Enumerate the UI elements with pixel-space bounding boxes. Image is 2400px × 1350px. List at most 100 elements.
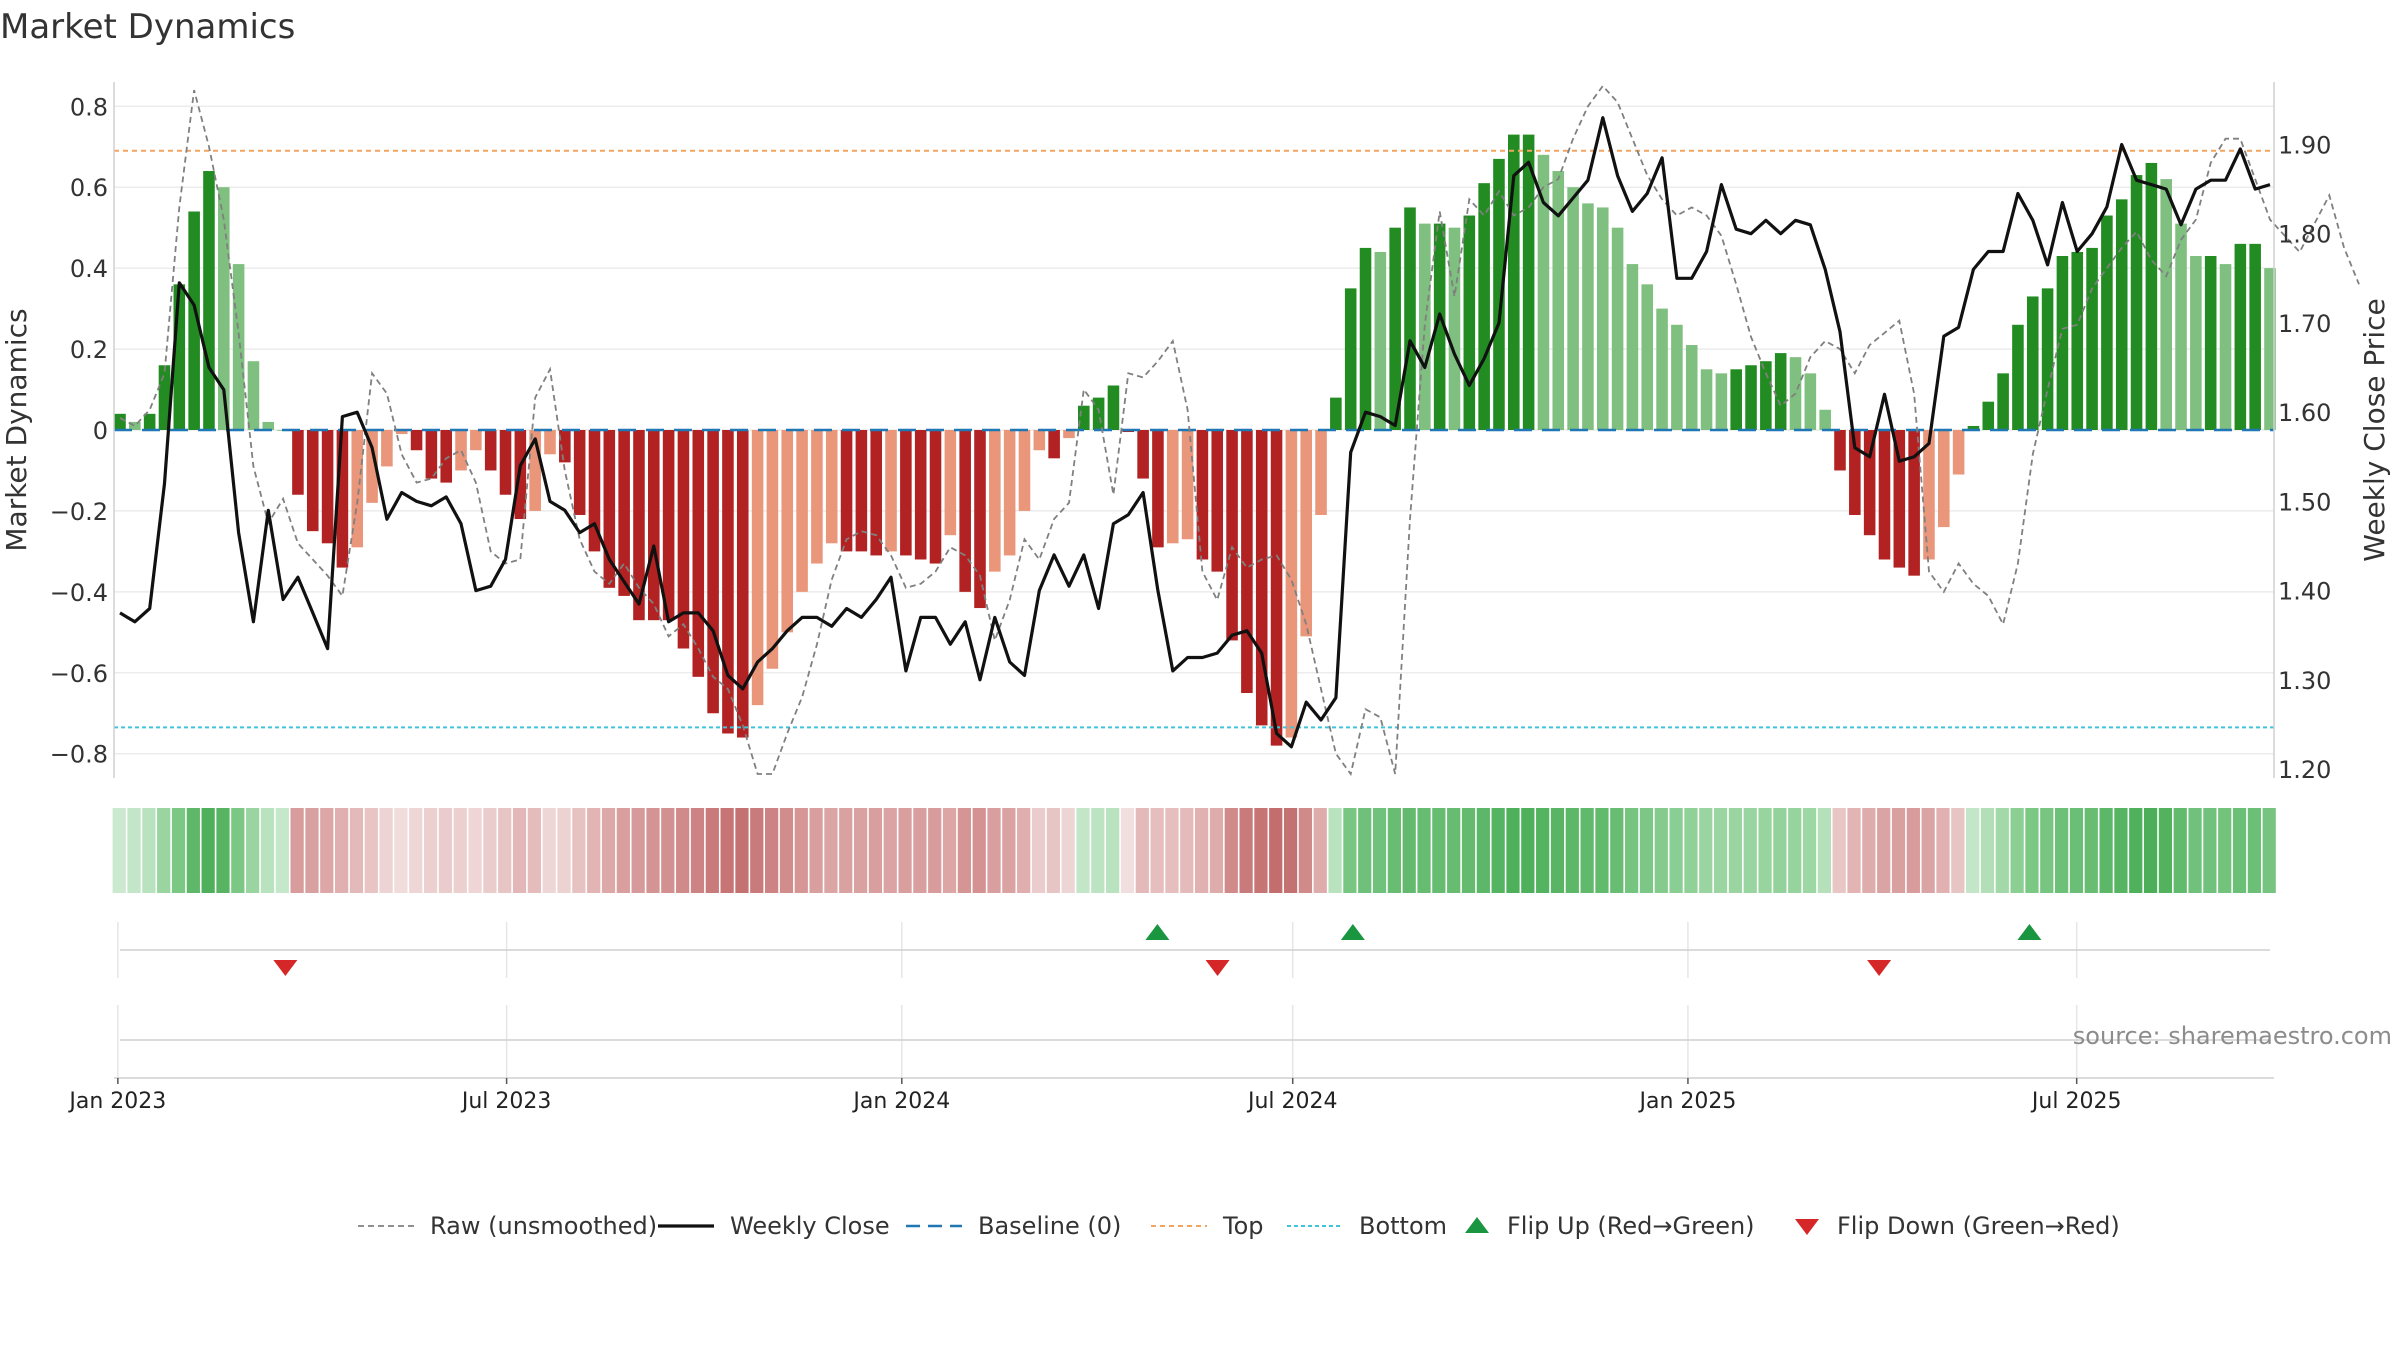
dynamics-bar (1730, 369, 1742, 430)
dynamics-bar (440, 430, 452, 483)
strip-cell (1254, 808, 1268, 893)
strip-cell (2010, 808, 2024, 893)
raw-line (119, 84, 2360, 777)
dynamics-bar (662, 430, 675, 621)
dynamics-bar (1107, 385, 1120, 430)
dynamics-bar (158, 365, 171, 430)
y2-tick-label: 1.20 (2278, 756, 2331, 784)
strip-cell (1417, 808, 1431, 893)
strip-cell (2084, 808, 2098, 893)
flip-down-marker (1205, 960, 1230, 976)
legend-item-bottom: Bottom (1287, 1212, 1447, 1240)
strip-cell (246, 808, 260, 893)
dynamics-bar (1255, 430, 1268, 726)
strip-cell (735, 808, 749, 893)
y-axis-label: Market Dynamics (0, 308, 33, 551)
strip-cell (1491, 808, 1505, 893)
y2-tick-label: 1.50 (2278, 488, 2331, 516)
strip-cell (468, 808, 482, 893)
dynamics-bar (1715, 373, 1728, 430)
dynamics-bar (2145, 162, 2158, 430)
dynamics-bar (1508, 134, 1520, 430)
dynamics-bar (855, 430, 868, 552)
dynamics-bar (1166, 430, 1179, 544)
strip-cell (127, 808, 141, 893)
dynamics-bar (1819, 409, 1831, 430)
strip-cell (1076, 808, 1090, 893)
dynamics-bar (1359, 247, 1372, 430)
legend-item-raw: Raw (unsmoothed) (358, 1212, 657, 1240)
dynamics-bar (1493, 158, 1505, 430)
dynamics-bar (1774, 353, 1787, 430)
dynamics-bar (1404, 207, 1416, 430)
strip-cell (335, 808, 349, 893)
strip-cell (142, 808, 156, 893)
strip-cell (112, 808, 126, 893)
dynamics-bar (1433, 223, 1446, 430)
dynamics-bar (840, 430, 853, 552)
dynamics-bar (1967, 425, 1980, 430)
strip-cell (2143, 808, 2158, 893)
dynamics-bar (1522, 134, 1535, 430)
strip-cell (1328, 808, 1342, 893)
x-tick-label: Jan 2023 (67, 1089, 166, 1114)
strip-cell (1432, 808, 1446, 893)
x-tick-label: Jan 2024 (851, 1089, 950, 1114)
strip-cell (2025, 808, 2039, 893)
dynamics-bar (306, 430, 319, 532)
legend-item-close: Weekly Close (658, 1212, 890, 1240)
dynamics-bar (1448, 227, 1461, 430)
dynamics-bar (796, 430, 808, 592)
dynamics-bar (1374, 251, 1387, 430)
strip-cell (1595, 808, 1609, 893)
dynamics-bar (1330, 397, 1342, 430)
y-tick-label: −0.8 (50, 741, 108, 769)
strip-cell (1669, 808, 1683, 893)
strip-cell (1135, 808, 1149, 893)
legend-item-base: Baseline (0) (906, 1212, 1121, 1240)
strip-cell (1195, 808, 1209, 893)
dynamics-bar (1893, 430, 1906, 568)
dynamics-bar (1285, 430, 1298, 738)
dynamics-bar (677, 430, 690, 649)
dynamics-bar (1315, 430, 1327, 515)
strip-cell (661, 808, 675, 893)
strip-cell (542, 808, 556, 893)
dynamics-bar (870, 430, 882, 556)
y-tick-label: 0.2 (70, 336, 108, 364)
strip-cell (364, 808, 378, 893)
dynamics-bar (722, 430, 734, 734)
dynamics-bar (929, 430, 942, 564)
y2-tick-label: 1.70 (2278, 310, 2331, 338)
dynamics-bar (588, 430, 601, 552)
strip-cell (913, 808, 927, 893)
strip-cell (839, 808, 853, 893)
strip-cell (868, 808, 883, 893)
strip-cell (2232, 808, 2247, 893)
strip-cell (616, 808, 630, 893)
strip-cell (1699, 808, 1713, 893)
strip-cell (809, 808, 823, 893)
dynamics-bar (410, 430, 423, 451)
dynamics-bar (1181, 430, 1194, 540)
dynamics-bar (1270, 430, 1283, 746)
dynamics-bar (766, 430, 779, 669)
dynamics-bar (1849, 430, 1861, 515)
dynamics-bar (900, 430, 912, 556)
y-tick-label: 0.8 (70, 93, 108, 121)
legend-symbol-flip-down (1795, 1219, 1819, 1235)
y-tick-label: 0.4 (70, 255, 108, 283)
strip-cell (2203, 808, 2217, 893)
strip-cell (1150, 808, 1164, 893)
dynamics-bar (366, 430, 378, 503)
strip-cell (705, 808, 719, 893)
strip-cell (409, 808, 423, 893)
dynamics-bar (1878, 430, 1891, 560)
strip-cell (1283, 808, 1298, 893)
dynamics-bar (1003, 430, 1016, 556)
y2-tick-label: 1.80 (2278, 221, 2331, 249)
dynamics-bar (1582, 203, 1594, 430)
dynamics-bar (470, 430, 482, 451)
strip-cell (601, 808, 616, 893)
strip-cell (1817, 808, 1831, 893)
